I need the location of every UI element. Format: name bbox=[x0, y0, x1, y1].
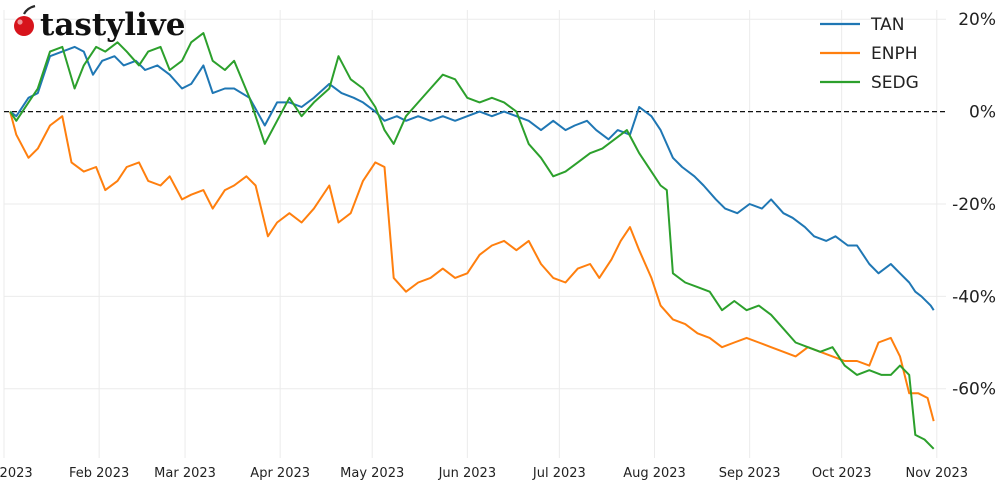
y-tick-label: -60% bbox=[952, 380, 996, 400]
x-tick-label: Jun 2023 bbox=[438, 466, 497, 481]
x-tick-label: Oct 2023 bbox=[812, 466, 872, 481]
x-tick-label: Mar 2023 bbox=[154, 466, 216, 481]
x-tick-label: Aug 2023 bbox=[623, 466, 686, 481]
x-axis-ticks: Jan 2023 Feb 2023 Mar 2023 Apr 2023 May 2023… bbox=[0, 466, 968, 481]
x-tick-label: Feb 2023 bbox=[69, 466, 129, 481]
series-line-tan bbox=[9, 45, 935, 311]
brand-logo-text: tastylive bbox=[40, 7, 185, 43]
series-line-enph bbox=[9, 111, 935, 422]
legend: TAN ENPH SEDG bbox=[820, 15, 919, 93]
legend-label-enph: ENPH bbox=[871, 44, 918, 64]
y-tick-label: 20% bbox=[958, 10, 996, 30]
legend-label-sedg: SEDG bbox=[871, 73, 919, 93]
x-tick-label: May 2023 bbox=[340, 466, 404, 481]
x-tick-label: Jan 2023 bbox=[0, 466, 33, 481]
brand-logo: tastylive bbox=[14, 4, 185, 43]
y-tick-label: -40% bbox=[952, 287, 996, 307]
x-tick-label: Nov 2023 bbox=[905, 466, 968, 481]
series-line-sedg bbox=[9, 32, 935, 450]
y-tick-label: 0% bbox=[969, 103, 996, 123]
cherry-icon bbox=[14, 4, 36, 36]
series-layer bbox=[9, 32, 935, 450]
grid-layer bbox=[3, 10, 946, 458]
legend-label-tan: TAN bbox=[870, 15, 904, 35]
y-axis-ticks: 20% 0% -20% -40% -60% bbox=[952, 10, 996, 399]
x-tick-label: Apr 2023 bbox=[250, 466, 310, 481]
x-tick-label: Jul 2023 bbox=[532, 466, 586, 481]
x-tick-label: Sep 2023 bbox=[719, 466, 781, 481]
y-tick-label: -20% bbox=[952, 195, 996, 215]
